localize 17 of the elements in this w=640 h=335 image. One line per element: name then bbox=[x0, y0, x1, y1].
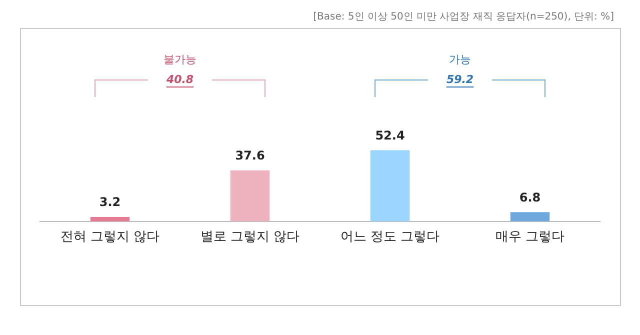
x-tick-label: 어느 정도 그렇다 bbox=[340, 230, 440, 245]
x-tick-label: 별로 그렇지 않다 bbox=[200, 230, 300, 245]
text: 불가능 bbox=[164, 52, 196, 66]
x-tick-label: 전혀 그렇지 않다 bbox=[60, 230, 160, 245]
data-label: 3.2 bbox=[99, 195, 121, 210]
text: 40.8 bbox=[165, 72, 194, 86]
bar bbox=[510, 212, 550, 222]
data-label: 6.8 bbox=[519, 190, 541, 204]
text: 59.2 bbox=[446, 72, 474, 86]
bar bbox=[90, 217, 130, 222]
text: 가능 bbox=[449, 52, 471, 66]
text: [Base: 5인 이상 50인 미만 사업장 재직 응답자(n=250), 단위: %] bbox=[313, 12, 614, 23]
data-label: 52.4 bbox=[375, 128, 405, 142]
bar bbox=[230, 170, 270, 222]
bar bbox=[370, 150, 410, 222]
x-tick-label: 매우 그렇다 bbox=[495, 230, 565, 245]
data-label: 37.6 bbox=[235, 148, 265, 163]
